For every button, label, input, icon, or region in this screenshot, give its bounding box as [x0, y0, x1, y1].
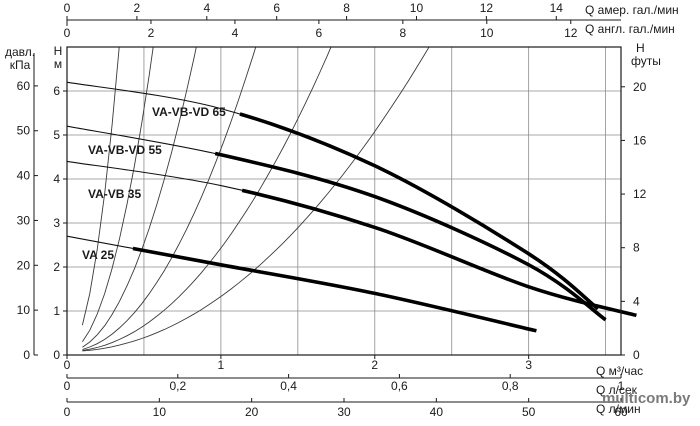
system-curve: [82, 47, 332, 351]
unit-label-ft: футы: [631, 54, 661, 68]
tick-label-ft: 0: [633, 348, 640, 362]
tick-label-m: 2: [53, 260, 60, 274]
unit-label-h-m: H: [54, 44, 63, 58]
tick-label-kpa: 0: [23, 348, 30, 362]
plot-frame: [66, 46, 622, 356]
tick-label-ls: 0,6: [391, 379, 408, 393]
tick-label-uk-gpm: 10: [480, 26, 494, 40]
pump-curve-thin: [66, 81, 599, 310]
tick-label-us-gpm: 12: [480, 1, 494, 15]
pump-curve: [66, 80, 600, 311]
tick-label-m3h: 2: [371, 358, 378, 372]
pump-curve: [66, 124, 607, 322]
tick-label-lmin: 40: [430, 405, 444, 419]
system-curve: [82, 47, 154, 343]
tick-label-ft: 20: [633, 80, 647, 94]
tick-label-m3h: 3: [525, 358, 532, 372]
system-curves: [81, 47, 430, 352]
tick-label-uk-gpm: 0: [64, 26, 71, 40]
series-label: VA-VB-VD 55: [88, 143, 162, 157]
tick-label-us-gpm: 0: [64, 1, 71, 15]
tick-label-us-gpm: 4: [203, 1, 210, 15]
system-curve: [81, 47, 120, 326]
tick-label-m: 4: [53, 172, 60, 186]
series-label: VA 25: [82, 248, 114, 262]
tick-label-lmin: 10: [153, 405, 167, 419]
pump-curve: [66, 234, 537, 333]
system-curve: [82, 47, 430, 352]
tick-label-ft: 4: [633, 294, 640, 308]
tick-label-uk-gpm: 12: [564, 26, 578, 40]
unit-label-m: м: [54, 57, 62, 71]
system-curve: [82, 47, 197, 348]
tick-label-ls: 0,8: [502, 379, 519, 393]
watermark: multicom.by: [602, 390, 691, 407]
tick-label-us-gpm: 10: [410, 1, 424, 15]
tick-label-lmin: 20: [245, 405, 259, 419]
unit-label-m3h: Q м³/час: [596, 364, 643, 378]
tick-label-kpa: 40: [17, 169, 31, 183]
tick-label-m: 5: [53, 128, 60, 142]
tick-label-kpa: 10: [17, 303, 31, 317]
system-curve: [82, 47, 257, 350]
tick-label-us-gpm: 14: [550, 1, 564, 15]
tick-label-kpa: 60: [17, 79, 31, 93]
unit-label-kpa-2: кПа: [10, 58, 31, 72]
tick-label-lmin: 60: [614, 405, 628, 419]
tick-label-us-gpm: 2: [134, 1, 141, 15]
tick-label-ls: 1: [618, 379, 625, 393]
tick-label-m: 6: [53, 84, 60, 98]
unit-label-us-gpm: Q амер. гал./мин: [585, 3, 679, 17]
tick-label-ls: 0,2: [169, 379, 186, 393]
tick-label-uk-gpm: 2: [148, 26, 155, 40]
pump-curves: [66, 80, 637, 333]
tick-label-ft: 8: [633, 241, 640, 255]
tick-label-m: 0: [53, 348, 60, 362]
tick-label-kpa: 20: [17, 258, 31, 272]
tick-label-m: 1: [53, 304, 60, 318]
tick-label-us-gpm: 6: [273, 1, 280, 15]
tick-label-ls: 0: [64, 379, 71, 393]
tick-label-m: 3: [53, 216, 60, 230]
tick-label-lmin: 50: [522, 405, 536, 419]
tick-label-m3h: 1: [218, 358, 225, 372]
tick-label-uk-gpm: 8: [400, 26, 407, 40]
axes: [33, 16, 625, 403]
tick-label-us-gpm: 8: [343, 1, 350, 15]
tick-label-uk-gpm: 6: [316, 26, 323, 40]
series-label: VA-VB 35: [88, 187, 141, 201]
tick-label-lmin: 30: [337, 405, 351, 419]
grid: [67, 47, 621, 355]
unit-label-uk-gpm: Q англ. гал./мин: [585, 22, 675, 36]
tick-label-ft: 16: [633, 133, 647, 147]
unit-label-ls: Q л/сек: [596, 383, 638, 397]
tick-label-lmin: 0: [64, 405, 71, 419]
tick-label-m3h: 0: [64, 358, 71, 372]
series-label: VA-VB-VD 65: [152, 105, 226, 119]
unit-label-kpa-1: давл.: [5, 45, 35, 59]
tick-label-ft: 12: [633, 187, 647, 201]
unit-label-lmin: Q л/мин: [596, 402, 641, 416]
tick-label-kpa: 30: [17, 213, 31, 227]
tick-label-ls: 0,4: [280, 379, 297, 393]
tick-label-kpa: 50: [17, 124, 31, 138]
pump-curve: [66, 159, 637, 318]
unit-label-h-ft: H: [636, 41, 645, 55]
tick-label-uk-gpm: 4: [232, 26, 239, 40]
